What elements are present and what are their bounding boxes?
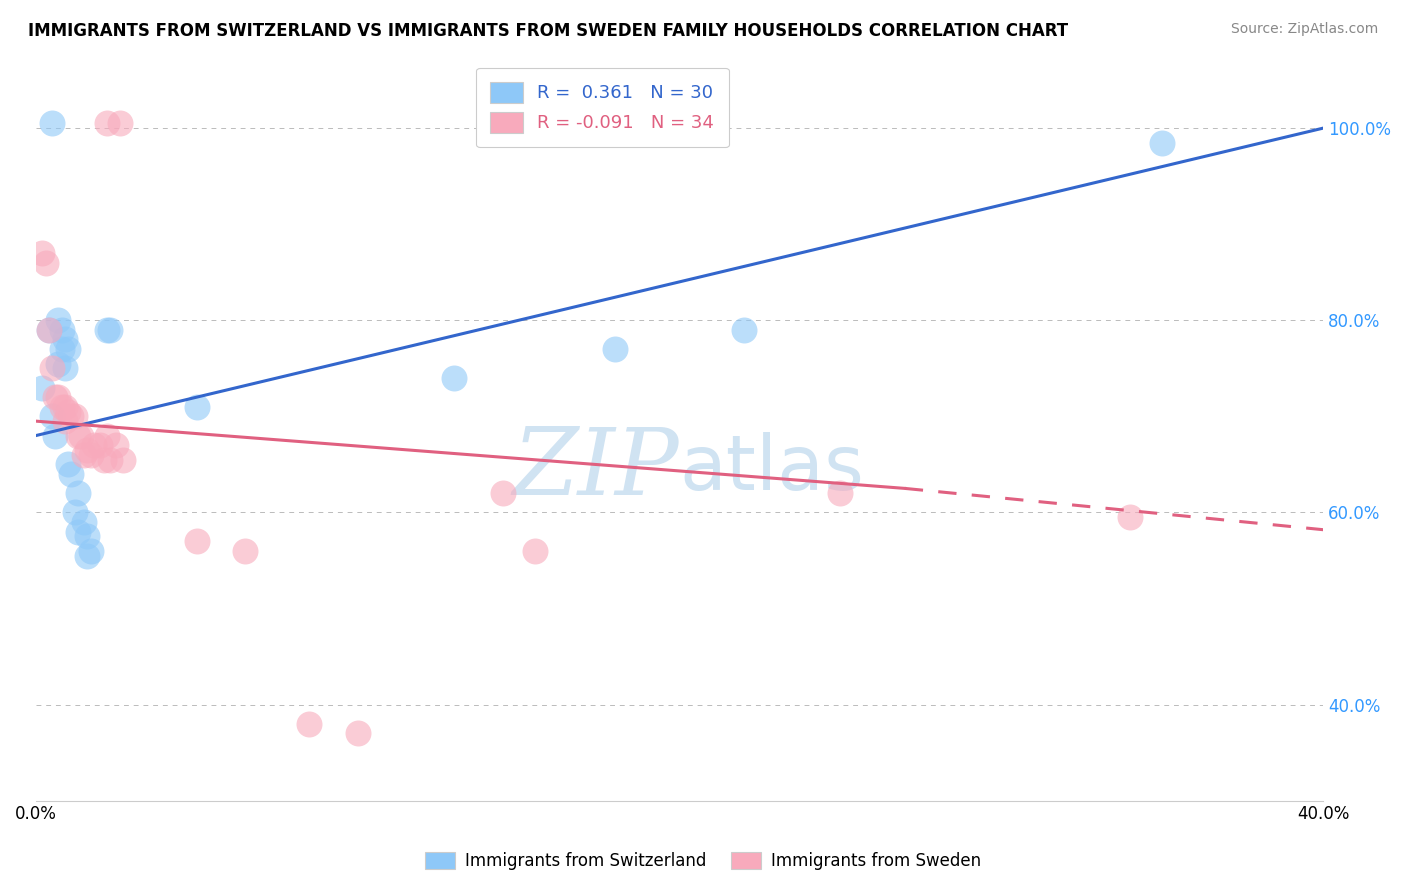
Point bbox=[51, 323, 73, 337]
Point bbox=[105, 438, 128, 452]
Point bbox=[41, 409, 63, 424]
Point bbox=[1152, 136, 1174, 150]
Point bbox=[34, 255, 56, 269]
Text: IMMIGRANTS FROM SWITZERLAND VS IMMIGRANTS FROM SWEDEN FAMILY HOUSEHOLDS CORRELAT: IMMIGRANTS FROM SWITZERLAND VS IMMIGRANT… bbox=[28, 22, 1069, 40]
Point bbox=[44, 428, 66, 442]
Point bbox=[31, 246, 53, 260]
Point bbox=[63, 505, 86, 519]
Point bbox=[70, 428, 93, 442]
Point bbox=[98, 323, 121, 337]
Point bbox=[38, 323, 60, 337]
Point bbox=[93, 452, 115, 467]
Point bbox=[60, 409, 83, 424]
Point bbox=[98, 452, 121, 467]
Point bbox=[186, 400, 208, 414]
Point bbox=[56, 458, 79, 472]
Point bbox=[1119, 510, 1142, 524]
Point bbox=[66, 524, 89, 539]
Text: Source: ZipAtlas.com: Source: ZipAtlas.com bbox=[1230, 22, 1378, 37]
Point bbox=[56, 342, 79, 356]
Point bbox=[76, 442, 98, 457]
Point bbox=[31, 380, 53, 394]
Point bbox=[41, 116, 63, 130]
Point bbox=[41, 361, 63, 376]
Point bbox=[76, 529, 98, 543]
Point bbox=[298, 716, 321, 731]
Text: ZIP: ZIP bbox=[513, 425, 679, 514]
Point bbox=[89, 438, 111, 452]
Point bbox=[56, 404, 79, 418]
Point bbox=[48, 390, 70, 404]
Point bbox=[233, 544, 256, 558]
Point bbox=[96, 428, 118, 442]
Point bbox=[53, 333, 76, 347]
Point bbox=[83, 438, 105, 452]
Point bbox=[79, 448, 101, 462]
Point bbox=[48, 313, 70, 327]
Point bbox=[733, 323, 755, 337]
Point bbox=[491, 486, 513, 500]
Point bbox=[96, 323, 118, 337]
Point bbox=[53, 361, 76, 376]
Point bbox=[346, 726, 368, 740]
Point bbox=[38, 323, 60, 337]
Point bbox=[79, 544, 101, 558]
Point bbox=[76, 549, 98, 563]
Point bbox=[96, 116, 118, 130]
Legend: Immigrants from Switzerland, Immigrants from Sweden: Immigrants from Switzerland, Immigrants … bbox=[418, 845, 988, 877]
Point bbox=[44, 390, 66, 404]
Point bbox=[111, 452, 134, 467]
Point bbox=[53, 400, 76, 414]
Point bbox=[108, 116, 131, 130]
Point bbox=[48, 357, 70, 371]
Point bbox=[51, 400, 73, 414]
Point bbox=[66, 428, 89, 442]
Point bbox=[66, 486, 89, 500]
Point bbox=[443, 371, 465, 385]
Text: atlas: atlas bbox=[679, 433, 865, 506]
Point bbox=[186, 534, 208, 549]
Legend: R =  0.361   N = 30, R = -0.091   N = 34: R = 0.361 N = 30, R = -0.091 N = 34 bbox=[477, 68, 728, 147]
Point bbox=[523, 544, 546, 558]
Point bbox=[830, 486, 852, 500]
Point bbox=[53, 414, 76, 428]
Point bbox=[73, 515, 96, 529]
Point bbox=[73, 448, 96, 462]
Point bbox=[605, 342, 627, 356]
Point bbox=[51, 342, 73, 356]
Point bbox=[63, 409, 86, 424]
Point bbox=[60, 467, 83, 481]
